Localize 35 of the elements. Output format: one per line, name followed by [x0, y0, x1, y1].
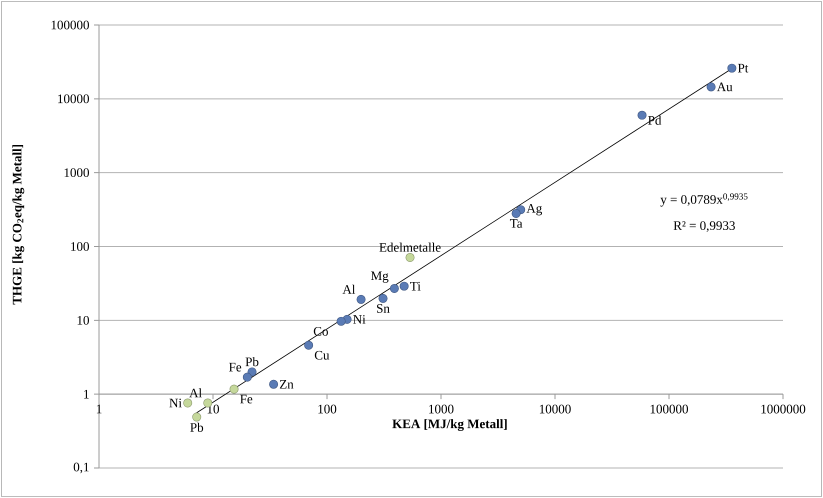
annotation: Fe: [240, 394, 252, 404]
x-tick-label: 100: [318, 404, 336, 414]
annotation: Al: [189, 388, 202, 398]
x-tick-label: 1: [96, 404, 102, 414]
y-tick-label: 1000: [64, 168, 89, 178]
x-tick-label: 10000: [540, 404, 571, 414]
annotation: Al: [342, 284, 356, 294]
annotation: Sn: [377, 304, 390, 313]
annotation: Pt: [738, 64, 748, 72]
annotation: Ni: [353, 315, 366, 324]
y-axis-title: THGE [kg CO$_{2}$eq/kg Metall]: [12, 144, 24, 304]
x-tick-label: 1000: [429, 404, 454, 414]
annotation: Edelmetalle: [379, 242, 441, 252]
annotation: Fe: [229, 362, 242, 372]
y-tick-label: 0,1: [74, 462, 89, 474]
annotation: Au: [716, 82, 732, 92]
y-tick-label: 100: [71, 242, 89, 251]
x-tick-label: 1000000: [761, 404, 806, 414]
x-tick-label: 100000: [650, 404, 688, 414]
annotation: Ti: [410, 282, 421, 290]
annotation: Pb: [190, 422, 204, 432]
y-tick-label: 10: [78, 316, 89, 325]
annotation: Zn: [280, 380, 294, 389]
y-tick-label: 100000: [52, 20, 89, 30]
annotation: Ag: [526, 204, 542, 216]
y-tick-label: 10000: [58, 94, 89, 104]
annotation: Mg: [371, 271, 388, 283]
y-tick-label: 1: [84, 390, 89, 398]
annotation: R² = 0,9933: [674, 221, 735, 232]
annotation: Pb: [246, 357, 258, 366]
annotation: Cu: [314, 350, 330, 360]
annotation: y = 0,0789x$^{0,9935}$: [660, 193, 748, 207]
annotation: Ta: [510, 219, 522, 228]
x-axis-title: KEA [MJ/kg Metall]: [392, 419, 507, 431]
annotation: Ni: [169, 398, 182, 408]
